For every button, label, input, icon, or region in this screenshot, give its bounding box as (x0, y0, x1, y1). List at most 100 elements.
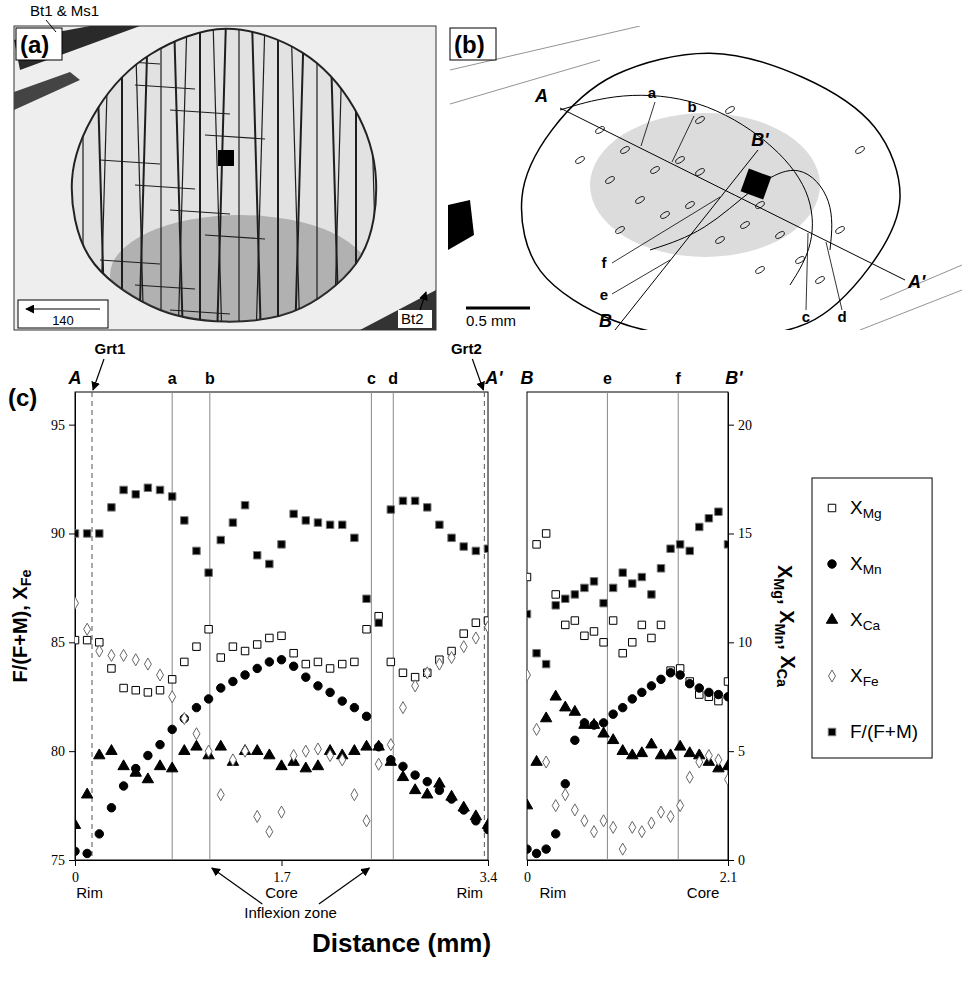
tick-mark (728, 642, 734, 643)
tick: 85 (51, 635, 75, 650)
data-point (156, 740, 164, 748)
data-point (599, 719, 607, 727)
leader (612, 197, 720, 263)
crack (178, 26, 187, 330)
crack (135, 185, 195, 189)
data-point (339, 754, 346, 766)
panel-a: (a)Bt1 & Ms1140Bt2 (14, 2, 436, 340)
scale-box (18, 300, 108, 328)
inclusion (694, 115, 705, 124)
data-point (120, 649, 127, 661)
data-point (290, 749, 297, 761)
data-point (349, 745, 360, 755)
data-point (96, 645, 103, 657)
data-point (266, 560, 273, 567)
data-point (581, 815, 588, 827)
axis: 05101520 (728, 393, 752, 868)
section-line (615, 150, 758, 330)
data-point (448, 652, 455, 664)
crack (100, 26, 109, 330)
chart-panel: abcdGrt1Grt2AA'01.73.47580859095RimCoreR… (9, 340, 503, 921)
data-point (75, 530, 79, 537)
profile-line (172, 392, 173, 860)
data-point (373, 740, 384, 750)
tick: 20 (728, 418, 752, 433)
data-point (81, 788, 92, 798)
inflexion-arrow (212, 868, 262, 904)
data-point (119, 782, 127, 790)
data-point (266, 634, 273, 641)
inclusion (649, 165, 660, 174)
inclusion (659, 210, 670, 219)
tick-mark (69, 642, 75, 643)
data-point (362, 712, 370, 720)
profile-line (607, 392, 608, 860)
data-point (542, 660, 549, 667)
data-point (130, 766, 141, 776)
point-label: f (602, 254, 608, 271)
data-point (725, 773, 728, 785)
tick: 0 (728, 853, 745, 868)
tick-mark (728, 425, 734, 426)
data-point (108, 649, 115, 661)
inclusion (834, 225, 845, 234)
label-patch (398, 310, 432, 328)
data-point (527, 845, 531, 853)
data-point (658, 806, 665, 818)
data-point (361, 740, 372, 750)
data-point (75, 847, 79, 855)
biotite (360, 290, 436, 330)
data-point (387, 658, 394, 665)
data-point (229, 677, 237, 685)
data-point (351, 789, 358, 801)
series (75, 740, 488, 828)
data-point (705, 515, 712, 522)
tick-mark (69, 533, 75, 534)
tick: 3.4 (480, 860, 498, 885)
crack (252, 26, 261, 330)
data-point (363, 626, 370, 633)
leader (826, 242, 842, 310)
inclusion (619, 145, 630, 154)
leader (641, 102, 655, 146)
crack (139, 26, 148, 330)
data-point (571, 736, 579, 744)
leader (672, 116, 694, 162)
data-point (619, 843, 626, 855)
data-point (387, 506, 394, 513)
x-annotation: Rim (540, 884, 567, 901)
data-point (217, 536, 224, 543)
label-box (16, 28, 62, 60)
data-point (409, 784, 420, 794)
data-point (314, 519, 321, 526)
tick-label: 2.1 (720, 870, 738, 885)
profile-label: a (168, 370, 177, 387)
data-point (531, 755, 542, 765)
data-point (532, 849, 540, 857)
data-point (144, 689, 151, 696)
data-point (326, 521, 333, 528)
data-point (193, 643, 200, 650)
opaque-grain (448, 200, 474, 250)
data-point (600, 599, 607, 606)
series (527, 508, 728, 668)
data-point (588, 718, 599, 728)
data-point (83, 849, 91, 857)
axis-line (528, 860, 729, 861)
data-point (533, 649, 540, 656)
data-point (590, 628, 597, 635)
figure-canvas: (a)Bt1 & Ms1140Bt2AA'BB'abcdef0.5 mm(b)a… (0, 0, 979, 1001)
data-point (629, 580, 636, 587)
text-part: X (850, 497, 863, 518)
point-label: a (648, 84, 657, 101)
data-point (327, 749, 334, 761)
data-point (397, 771, 408, 781)
data-point (579, 718, 590, 728)
x-annotation: Core (687, 884, 720, 901)
data-point (424, 504, 431, 511)
crack (217, 26, 226, 330)
tick: 10 (728, 635, 752, 650)
legend-symbol (829, 670, 836, 682)
data-point (168, 725, 176, 733)
data-point (550, 690, 561, 700)
